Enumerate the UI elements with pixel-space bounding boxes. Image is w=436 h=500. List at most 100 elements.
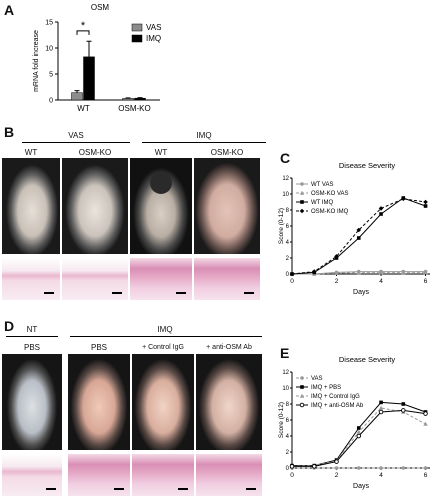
scale-bar — [114, 488, 124, 490]
data-point — [289, 464, 295, 469]
y-axis-label: Score (0-12) — [278, 402, 285, 438]
scale-bar — [44, 292, 54, 294]
series-line — [292, 409, 426, 467]
legend-swatch — [131, 23, 143, 32]
legend-label: OSM-KO IMQ — [311, 209, 349, 215]
legend-label: OSM-KO VAS — [311, 191, 349, 197]
panel-label-c: C — [280, 150, 291, 166]
histology-imq-anti-osm — [196, 454, 262, 496]
data-point — [299, 402, 305, 408]
y-tick-label: 12 — [282, 370, 289, 376]
y-tick-label: 15 — [45, 20, 53, 27]
bar — [71, 92, 83, 101]
histology-ko-imq — [194, 258, 260, 300]
significance-star: * — [81, 20, 86, 32]
column-label-ko-imq: OSM-KO — [210, 148, 244, 157]
y-tick-label: 5 — [49, 72, 53, 79]
data-point — [423, 421, 428, 426]
data-point — [379, 466, 383, 470]
y-tick-label: 10 — [282, 192, 289, 198]
skin-photo-ko-imq — [194, 158, 260, 254]
y-tick-label: 2 — [286, 256, 290, 262]
x-tick-label: 6 — [424, 472, 428, 479]
scale-bar — [46, 488, 56, 490]
column-label-wt-imq: WT — [154, 148, 168, 157]
y-tick-label: 0 — [286, 466, 290, 472]
y-tick-label: 6 — [286, 224, 290, 230]
group-label-imq: IMQ — [196, 131, 212, 140]
data-point — [423, 466, 428, 470]
data-point — [299, 208, 305, 214]
bar-chart-osm: OSM 0 5 10 15 mRNA fold increase WT OSM-KO * VAS I… — [33, 3, 161, 113]
skin-photo-wt-vas — [2, 158, 60, 254]
legend-label: VAS — [311, 376, 323, 382]
data-point — [423, 411, 428, 416]
y-tick-label: 6 — [286, 418, 290, 424]
histology-wt-imq — [130, 258, 192, 300]
scale-bar — [112, 292, 122, 294]
skin-photo-imq-pbs — [68, 354, 130, 450]
panel-label-b: B — [4, 124, 15, 140]
significance-bracket — [76, 30, 90, 35]
legend-label: WT VAS — [311, 182, 333, 188]
x-axis-label: Days — [353, 289, 369, 296]
line-chart-disease-severity-e: Disease Severity 0 2 4 6 8 10 12 0 2 4 6 Days Score (… — [278, 355, 430, 490]
column-label-pbs-nt: PBS — [23, 343, 40, 352]
column-label-ko-vas: OSM-KO — [78, 148, 112, 157]
data-point — [299, 393, 305, 398]
histology-wt-vas — [2, 258, 60, 300]
y-tick-label: 0 — [286, 272, 290, 278]
data-point — [356, 426, 361, 430]
data-point — [312, 464, 317, 469]
data-point — [378, 409, 384, 415]
legend-swatch — [131, 34, 143, 43]
group-line-imq — [142, 142, 266, 143]
skin-photo-ko-vas — [62, 158, 128, 254]
legend-label: IMQ + Control IgG — [311, 394, 360, 400]
x-tick-label: 2 — [335, 472, 339, 479]
legend-label: IMQ + PBS — [311, 385, 341, 391]
scale-bar — [244, 292, 254, 294]
data-point — [356, 429, 361, 434]
y-tick-label: 8 — [286, 208, 290, 214]
legend-label: IMQ — [146, 34, 161, 43]
bar — [122, 98, 134, 101]
x-axis-label: Days — [353, 483, 369, 490]
data-point — [356, 236, 361, 240]
panel-label-a: A — [4, 2, 15, 18]
data-point — [378, 270, 384, 275]
group-line-vas — [22, 142, 130, 143]
chart-title: Disease Severity — [339, 355, 396, 364]
y-tick-label: 2 — [286, 450, 290, 456]
data-point — [401, 408, 406, 413]
column-label-control-igg: + Control IgG — [142, 344, 184, 351]
x-tick-label: 4 — [379, 472, 383, 479]
bar — [134, 97, 146, 101]
data-point — [378, 206, 384, 211]
skin-photo-nt-pbs — [2, 354, 62, 450]
data-point — [401, 270, 406, 275]
y-tick-label: 4 — [286, 240, 290, 246]
data-point — [356, 227, 362, 233]
x-tick-label: WT — [77, 104, 90, 113]
y-tick-label: 12 — [282, 176, 289, 182]
group-label-vas: VAS — [68, 131, 84, 140]
histology-imq-pbs — [68, 454, 130, 496]
data-point — [334, 271, 339, 275]
data-point — [300, 376, 304, 380]
data-point — [423, 204, 428, 208]
y-axis-label: mRNA fold increase — [33, 30, 40, 92]
data-point — [423, 270, 428, 275]
skin-photo-wt-imq — [130, 158, 192, 254]
chart-title: OSM — [91, 3, 110, 12]
legend-label: IMQ + anti-OSM Ab — [311, 403, 364, 409]
histology-ko-vas — [62, 258, 128, 300]
panel-label-e: E — [280, 345, 290, 361]
skin-photo-imq-control-igg — [132, 354, 194, 450]
data-point — [289, 271, 295, 277]
data-point — [334, 459, 339, 464]
data-point — [356, 466, 361, 470]
bar — [83, 56, 95, 101]
column-label-wt-vas: WT — [24, 148, 38, 157]
line-chart-disease-severity-c: Disease Severity 0 2 4 6 8 10 12 0 2 4 6 Days Score (… — [278, 161, 430, 296]
